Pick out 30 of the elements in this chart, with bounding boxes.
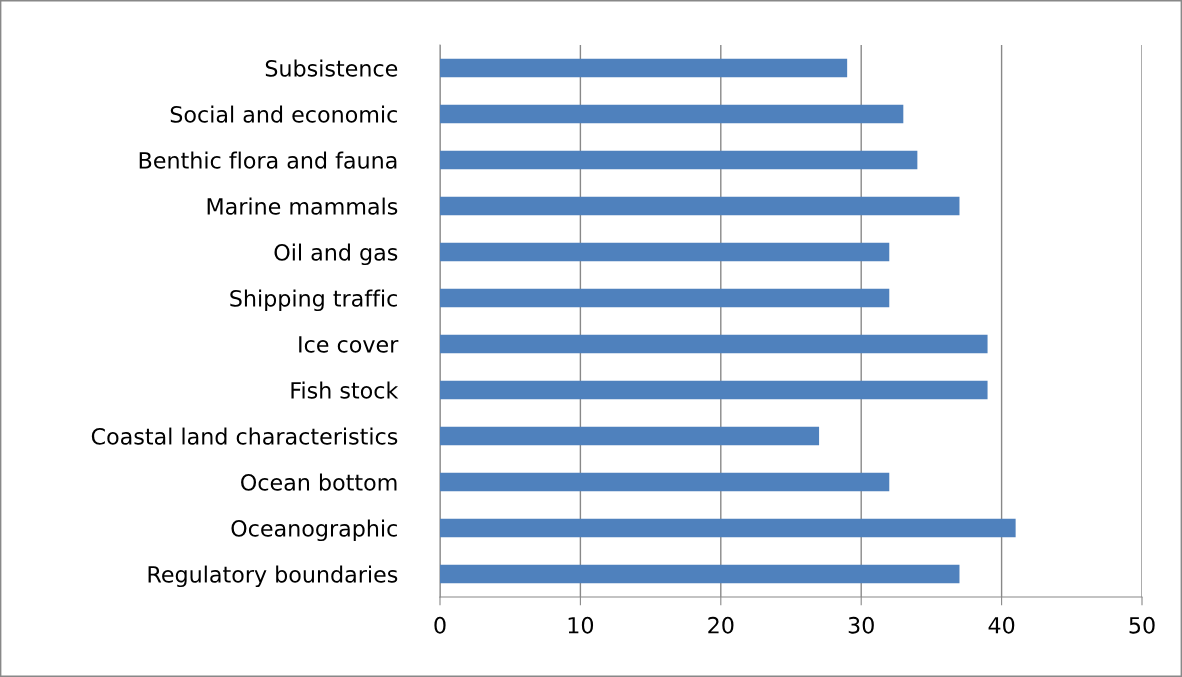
bar — [440, 564, 960, 584]
bar — [440, 58, 848, 78]
x-tick-label: 50 — [1129, 616, 1155, 634]
y-tick-label: Oil and gas — [274, 243, 398, 266]
y-tick-label: Social and economic — [170, 105, 397, 123]
y-tick-label: Benthic flora and fauna — [139, 151, 397, 169]
bar — [440, 472, 890, 492]
y-tick-label: Fish stock — [291, 381, 399, 399]
bar — [440, 288, 890, 308]
bar — [440, 196, 960, 216]
bar — [440, 426, 820, 446]
y-tick-label: Subsistence — [265, 59, 398, 77]
y-tick-label: Ocean bottom — [241, 473, 397, 491]
y-tick-label: Shipping traffic — [230, 289, 397, 312]
x-tick-label: 20 — [708, 616, 734, 634]
y-tick-label: Marine mammals — [207, 197, 398, 215]
bar — [440, 380, 988, 400]
x-tick-label: 0 — [434, 616, 446, 634]
y-tick-label: Ice cover — [299, 336, 399, 353]
bar — [440, 242, 890, 262]
x-tick-label: 30 — [848, 616, 874, 634]
y-tick-label: Oceanographic — [231, 519, 397, 542]
y-tick-label: Regulatory boundaries — [148, 565, 398, 588]
y-tick-label: Coastal land characteristics — [91, 427, 398, 445]
bar — [440, 150, 918, 170]
bar — [440, 334, 988, 354]
x-tick-label: 10 — [568, 616, 594, 634]
x-tick-label: 40 — [988, 616, 1015, 634]
bar — [440, 104, 904, 124]
bar — [440, 518, 1016, 538]
